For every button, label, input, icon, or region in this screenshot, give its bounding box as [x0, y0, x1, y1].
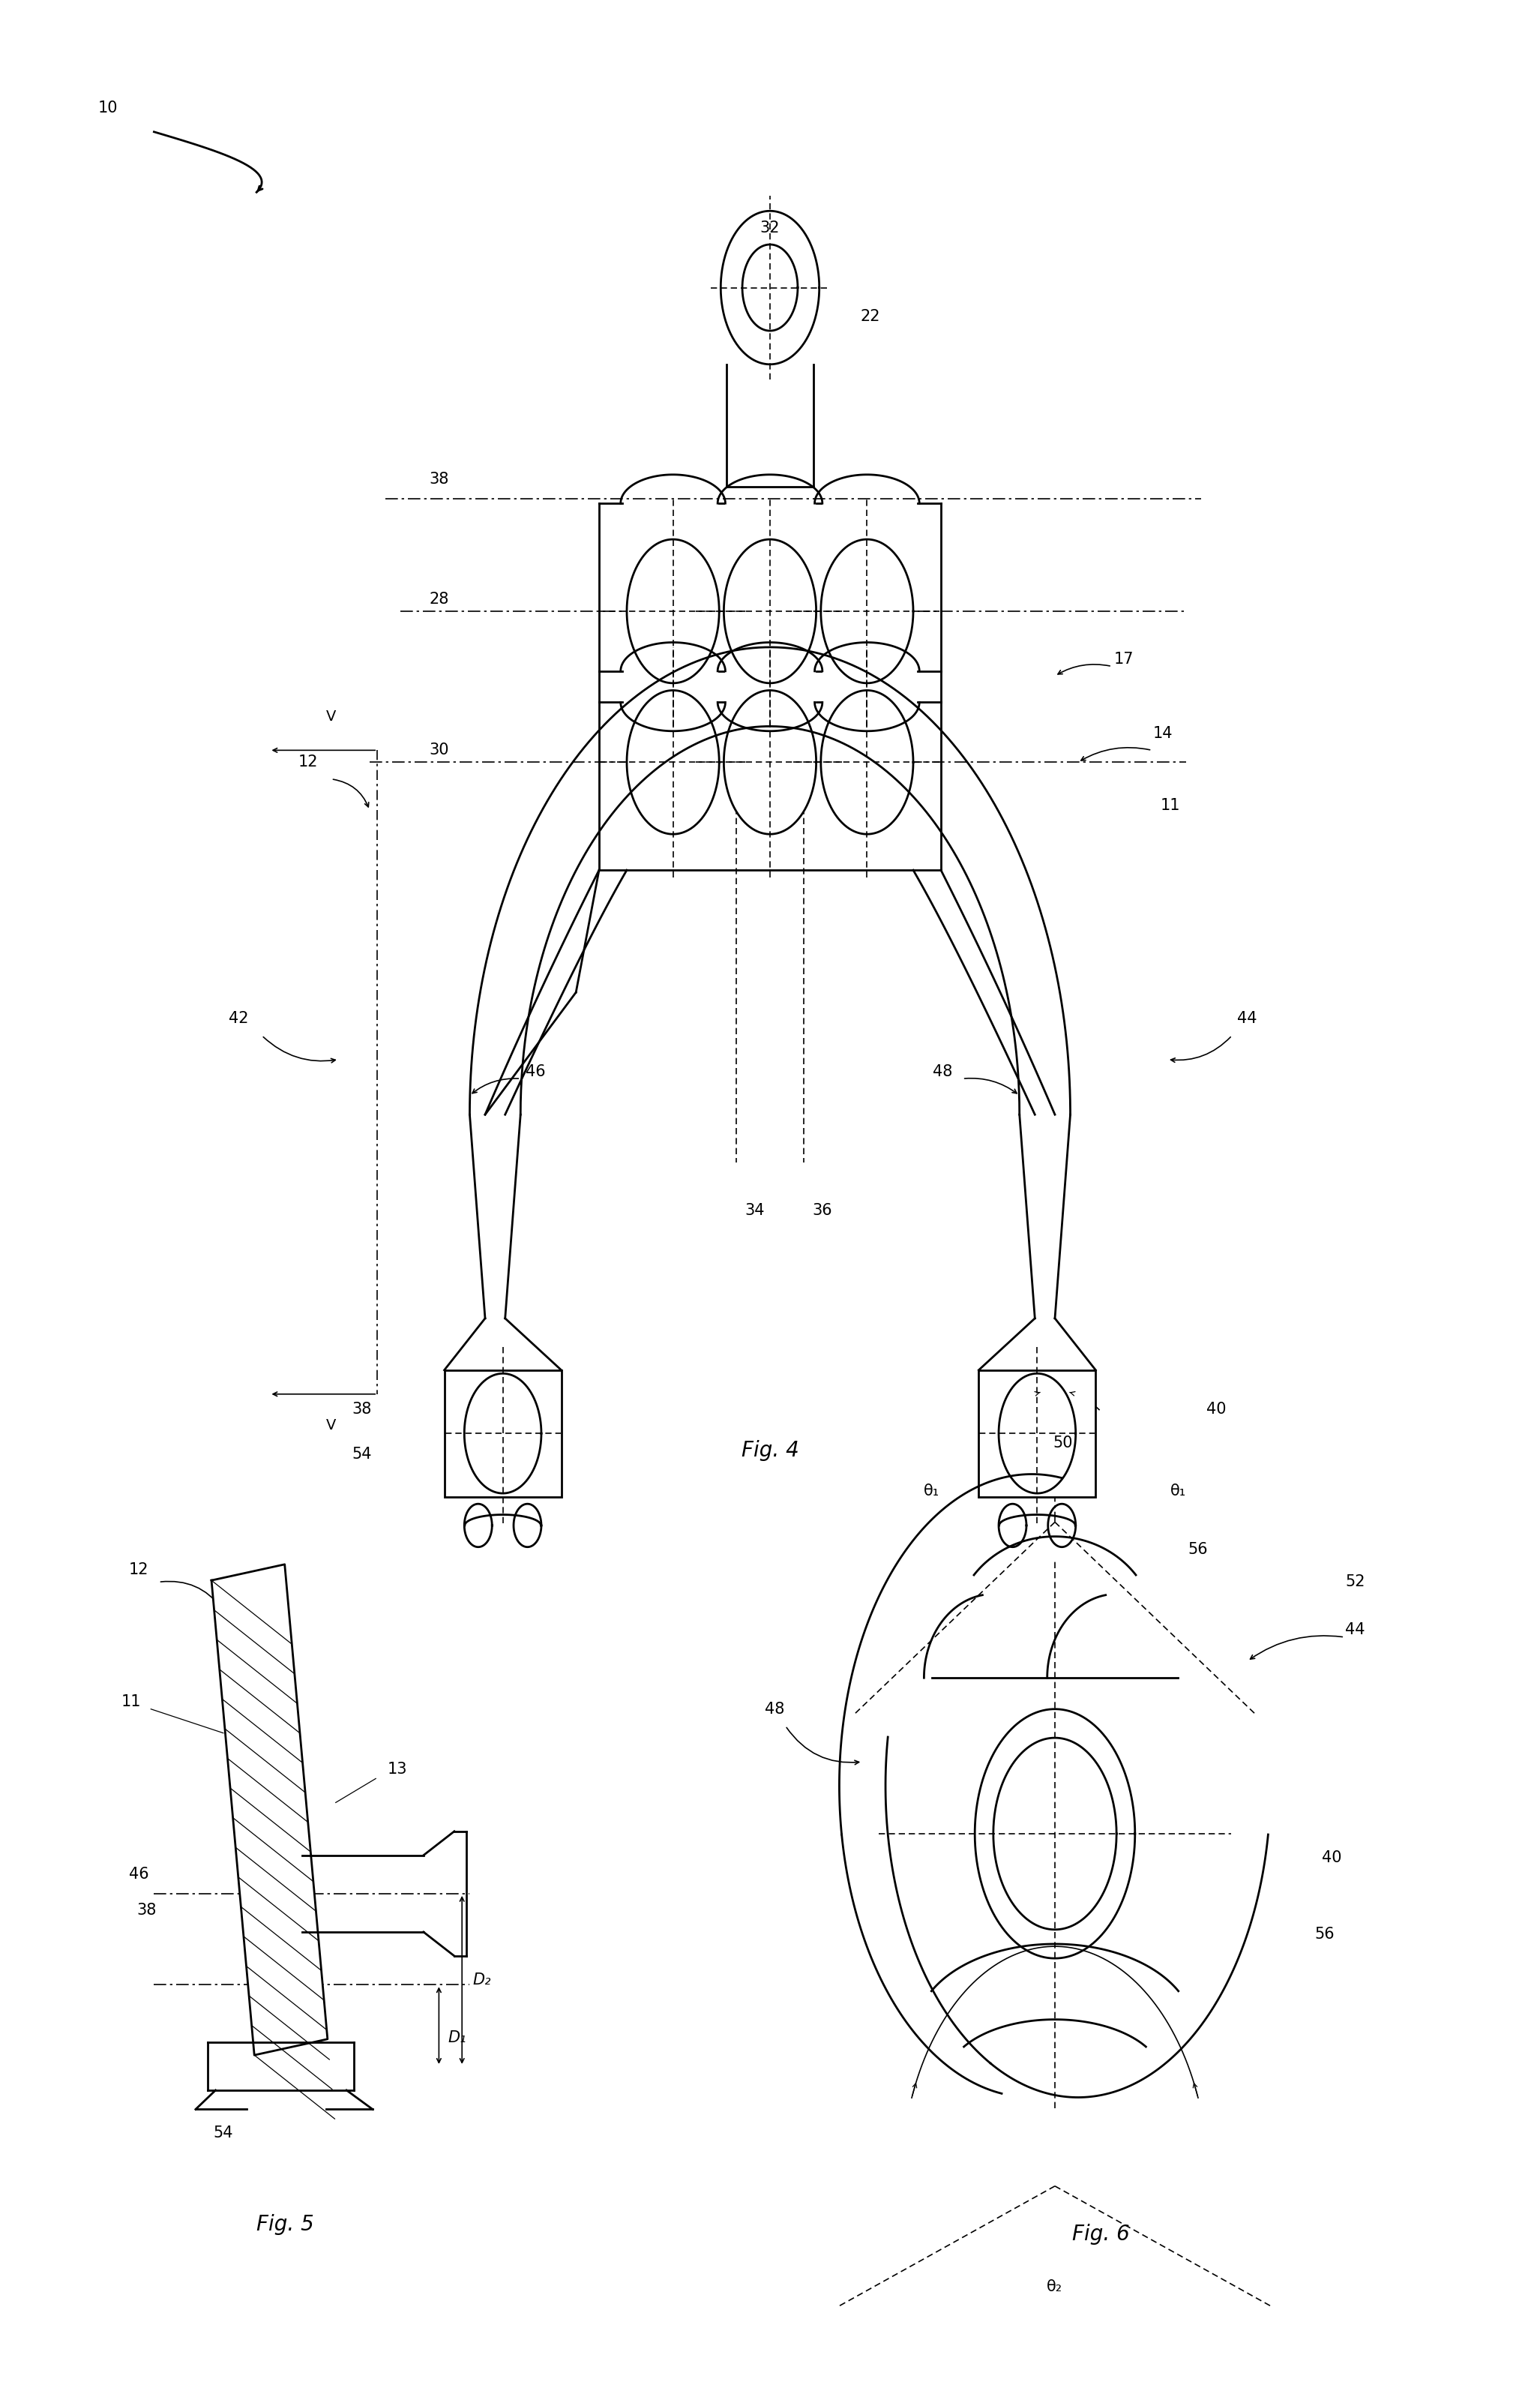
- Text: 38: 38: [137, 1903, 156, 1918]
- Text: 36: 36: [813, 1203, 833, 1218]
- Polygon shape: [627, 690, 719, 834]
- Polygon shape: [742, 244, 798, 331]
- Text: θ₁: θ₁: [924, 1484, 939, 1498]
- Text: 46: 46: [527, 1064, 545, 1079]
- Polygon shape: [993, 1738, 1116, 1930]
- Text: 30: 30: [430, 743, 448, 757]
- Text: 40: 40: [1207, 1402, 1226, 1417]
- Polygon shape: [999, 1503, 1027, 1546]
- Text: 40: 40: [1323, 1850, 1341, 1865]
- Polygon shape: [724, 690, 816, 834]
- Polygon shape: [514, 1503, 542, 1546]
- Polygon shape: [727, 364, 813, 487]
- Text: 17: 17: [1115, 652, 1133, 666]
- Text: 11: 11: [122, 1695, 140, 1709]
- Text: 52: 52: [1346, 1575, 1364, 1589]
- Polygon shape: [465, 1373, 542, 1493]
- Polygon shape: [724, 539, 816, 683]
- Polygon shape: [975, 1709, 1135, 1958]
- Polygon shape: [627, 539, 719, 683]
- Text: 10: 10: [99, 101, 117, 115]
- Text: 44: 44: [1238, 1012, 1257, 1026]
- Text: V: V: [326, 710, 336, 724]
- Text: 14: 14: [1153, 726, 1172, 741]
- Polygon shape: [999, 1373, 1076, 1493]
- Text: V: V: [326, 1419, 336, 1433]
- Text: θ₁: θ₁: [1170, 1484, 1186, 1498]
- Text: 46: 46: [129, 1867, 148, 1882]
- Text: 13: 13: [388, 1762, 407, 1776]
- Text: 50: 50: [1053, 1436, 1072, 1450]
- Text: 48: 48: [765, 1702, 784, 1716]
- Polygon shape: [821, 539, 913, 683]
- Text: 56: 56: [1189, 1541, 1207, 1558]
- Polygon shape: [208, 2042, 354, 2090]
- Text: 48: 48: [933, 1064, 952, 1079]
- Text: 56: 56: [1315, 1927, 1334, 1942]
- Polygon shape: [721, 211, 819, 364]
- Polygon shape: [1049, 1503, 1076, 1546]
- Text: 28: 28: [430, 592, 448, 606]
- Text: 22: 22: [861, 309, 879, 324]
- Text: 11: 11: [1161, 798, 1180, 813]
- Text: 38: 38: [353, 1402, 371, 1417]
- Text: 42: 42: [229, 1012, 248, 1026]
- Text: 34: 34: [744, 1203, 764, 1218]
- Text: 38: 38: [430, 472, 448, 487]
- Text: 12: 12: [129, 1563, 148, 1577]
- Polygon shape: [821, 690, 913, 834]
- Polygon shape: [465, 1503, 493, 1546]
- Polygon shape: [211, 1565, 328, 2054]
- Text: 32: 32: [761, 221, 779, 235]
- Text: 44: 44: [1346, 1623, 1364, 1637]
- Text: 54: 54: [214, 2126, 233, 2141]
- Text: D₂: D₂: [473, 1973, 491, 1987]
- Text: θ₂: θ₂: [1047, 2280, 1063, 2294]
- Bar: [445, 1371, 562, 1496]
- Text: 12: 12: [299, 755, 317, 769]
- Bar: [979, 1371, 1096, 1496]
- Text: Fig. 6: Fig. 6: [1072, 2224, 1130, 2244]
- Text: Fig. 4: Fig. 4: [741, 1441, 799, 1460]
- Text: D₁: D₁: [448, 2030, 467, 2045]
- Text: 54: 54: [353, 1445, 371, 1462]
- Text: Fig. 5: Fig. 5: [256, 2215, 314, 2234]
